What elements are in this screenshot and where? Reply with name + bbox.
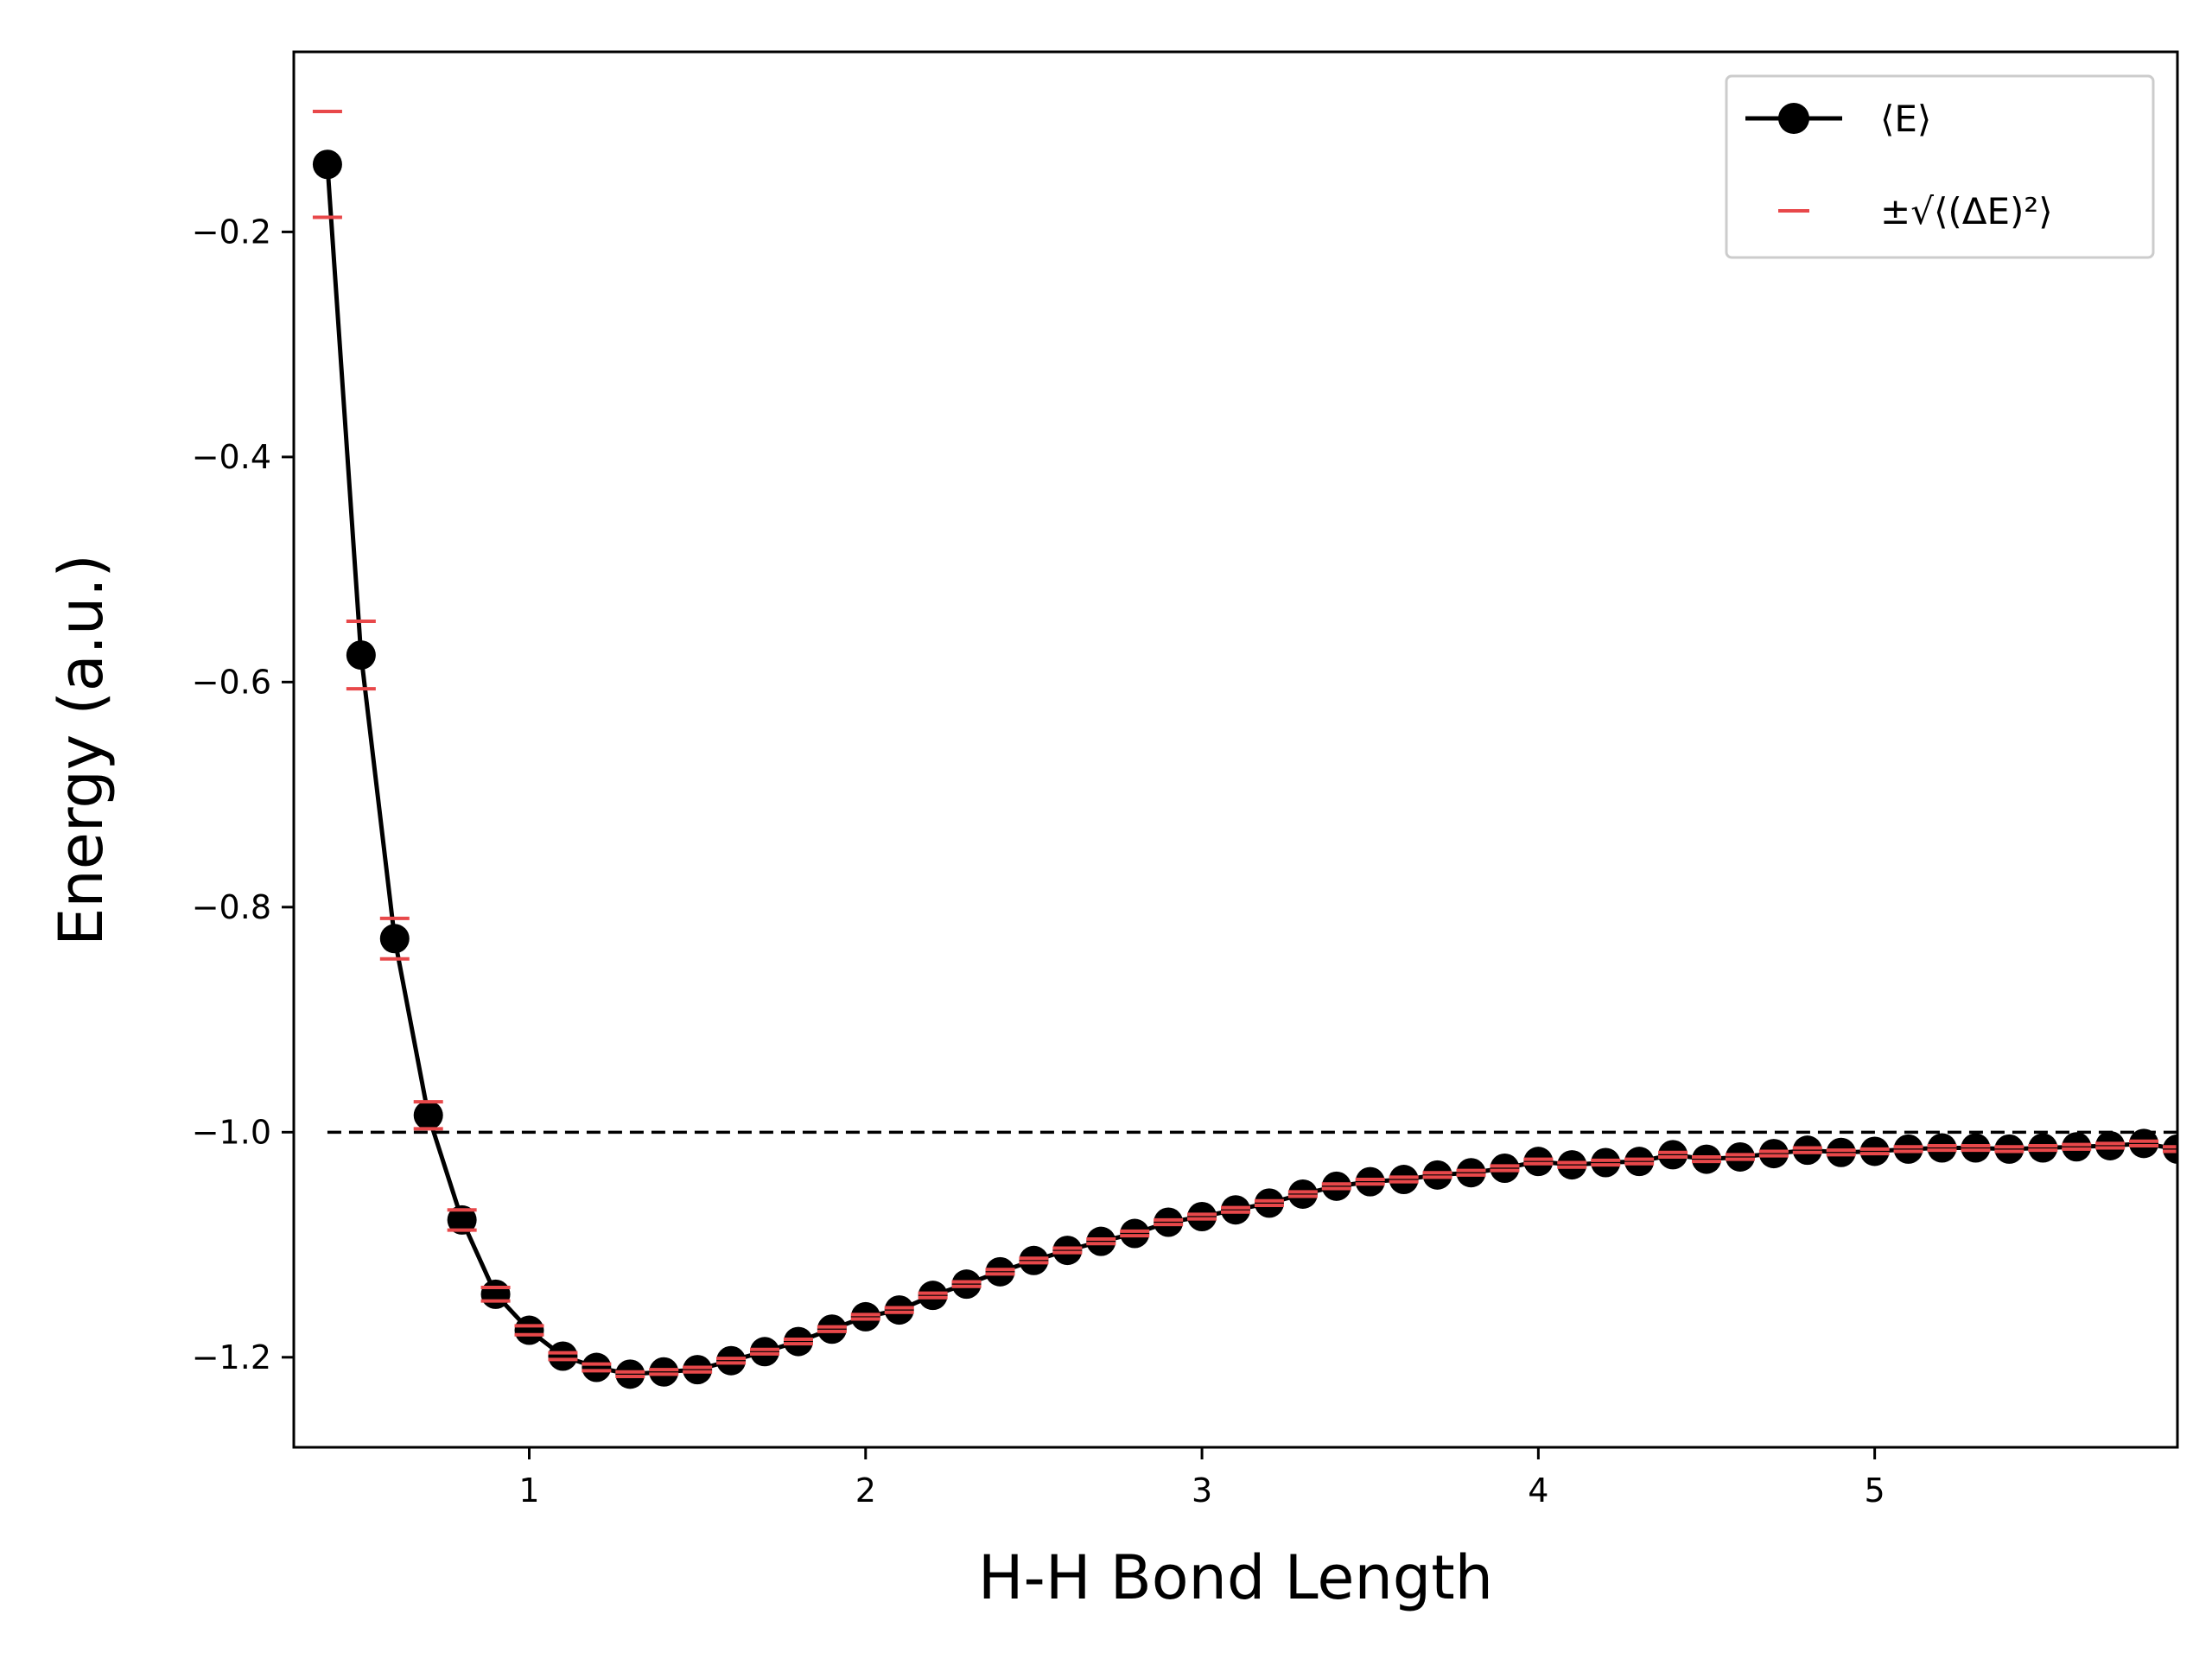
data-point xyxy=(783,1326,813,1357)
data-point xyxy=(548,1341,578,1371)
data-point xyxy=(1221,1195,1250,1225)
data-point xyxy=(1792,1135,1822,1166)
data-point xyxy=(951,1269,982,1300)
data-point xyxy=(2028,1133,2058,1163)
data-point xyxy=(2095,1130,2126,1160)
legend-label-mean: ⟨E⟩ xyxy=(1880,98,1931,140)
data-point xyxy=(413,1100,443,1130)
data-point xyxy=(615,1359,645,1389)
data-point xyxy=(1422,1160,1452,1190)
y-tick-label: −0.8 xyxy=(192,888,271,926)
y-tick-label: −0.2 xyxy=(192,213,271,251)
data-point xyxy=(480,1279,511,1309)
x-axis-label: H-H Bond Length xyxy=(978,1542,1493,1613)
x-tick-label: 5 xyxy=(1865,1471,1885,1510)
data-point xyxy=(2129,1128,2159,1159)
y-axis-label: Energy (a.u.) xyxy=(46,554,117,946)
data-point xyxy=(750,1337,779,1367)
data-point xyxy=(1287,1179,1318,1209)
y-tick-label: −1.0 xyxy=(192,1113,271,1151)
data-point xyxy=(1456,1158,1486,1188)
data-point xyxy=(1961,1133,1991,1163)
data-point xyxy=(582,1352,612,1382)
data-point xyxy=(1826,1137,1856,1167)
x-tick-label: 3 xyxy=(1192,1471,1212,1510)
data-point xyxy=(1893,1134,1923,1164)
data-point xyxy=(850,1301,880,1332)
legend-marker-swatch xyxy=(1778,103,1809,134)
legend-box xyxy=(1725,74,2155,259)
data-point xyxy=(1591,1147,1621,1178)
data-point xyxy=(683,1355,713,1385)
data-point xyxy=(884,1295,914,1325)
y-tick-label: −0.6 xyxy=(192,663,271,701)
data-point xyxy=(1927,1133,1957,1163)
data-point xyxy=(1321,1171,1351,1201)
data-point xyxy=(1019,1245,1049,1275)
data-point xyxy=(1187,1202,1217,1232)
legend: ⟨E⟩ ±√⟨(ΔE)²⟩ xyxy=(1725,74,2155,259)
data-point xyxy=(1523,1147,1554,1177)
data-point xyxy=(985,1256,1015,1287)
data-point xyxy=(2163,1134,2177,1164)
data-point xyxy=(1086,1226,1116,1256)
x-tick-label: 2 xyxy=(855,1471,876,1510)
data-point xyxy=(346,640,376,671)
data-point xyxy=(817,1314,847,1344)
data-point xyxy=(918,1281,948,1311)
plot-frame xyxy=(292,50,2179,1449)
data-point xyxy=(649,1357,679,1387)
data-point xyxy=(1254,1188,1284,1218)
data-point xyxy=(447,1205,477,1235)
y-tick-label: −1.2 xyxy=(192,1338,271,1376)
x-axis-ticks: 1 2 3 4 5 xyxy=(518,1447,1885,1510)
data-point xyxy=(1994,1134,2024,1164)
legend-label-error: ±√⟨(ΔE)²⟩ xyxy=(1880,190,2053,232)
data-point xyxy=(1154,1207,1184,1237)
x-tick-label: 1 xyxy=(518,1471,539,1510)
data-point xyxy=(1355,1166,1385,1197)
data-point xyxy=(1658,1140,1688,1170)
y-tick-label: −0.4 xyxy=(192,438,271,476)
data-point xyxy=(1692,1144,1721,1174)
data-point xyxy=(1725,1141,1755,1172)
data-point xyxy=(2062,1132,2092,1162)
data-point xyxy=(1557,1150,1587,1180)
data-point xyxy=(514,1315,544,1345)
data-point xyxy=(1490,1154,1520,1183)
errorbars-layer xyxy=(312,110,2177,1378)
data-point xyxy=(1758,1139,1789,1169)
data-point xyxy=(1389,1165,1419,1195)
data-point xyxy=(1120,1218,1150,1249)
y-axis-ticks: −1.2 −1.0 −0.8 −0.6 −0.4 −0.2 xyxy=(192,213,294,1376)
data-point xyxy=(312,149,342,180)
plot-area xyxy=(312,110,2177,1389)
data-point xyxy=(1624,1147,1655,1177)
data-point xyxy=(379,924,410,954)
data-point xyxy=(1052,1236,1083,1266)
points-layer xyxy=(312,149,2177,1389)
x-tick-label: 4 xyxy=(1528,1471,1548,1510)
data-point xyxy=(1859,1136,1890,1166)
data-point xyxy=(716,1345,747,1376)
